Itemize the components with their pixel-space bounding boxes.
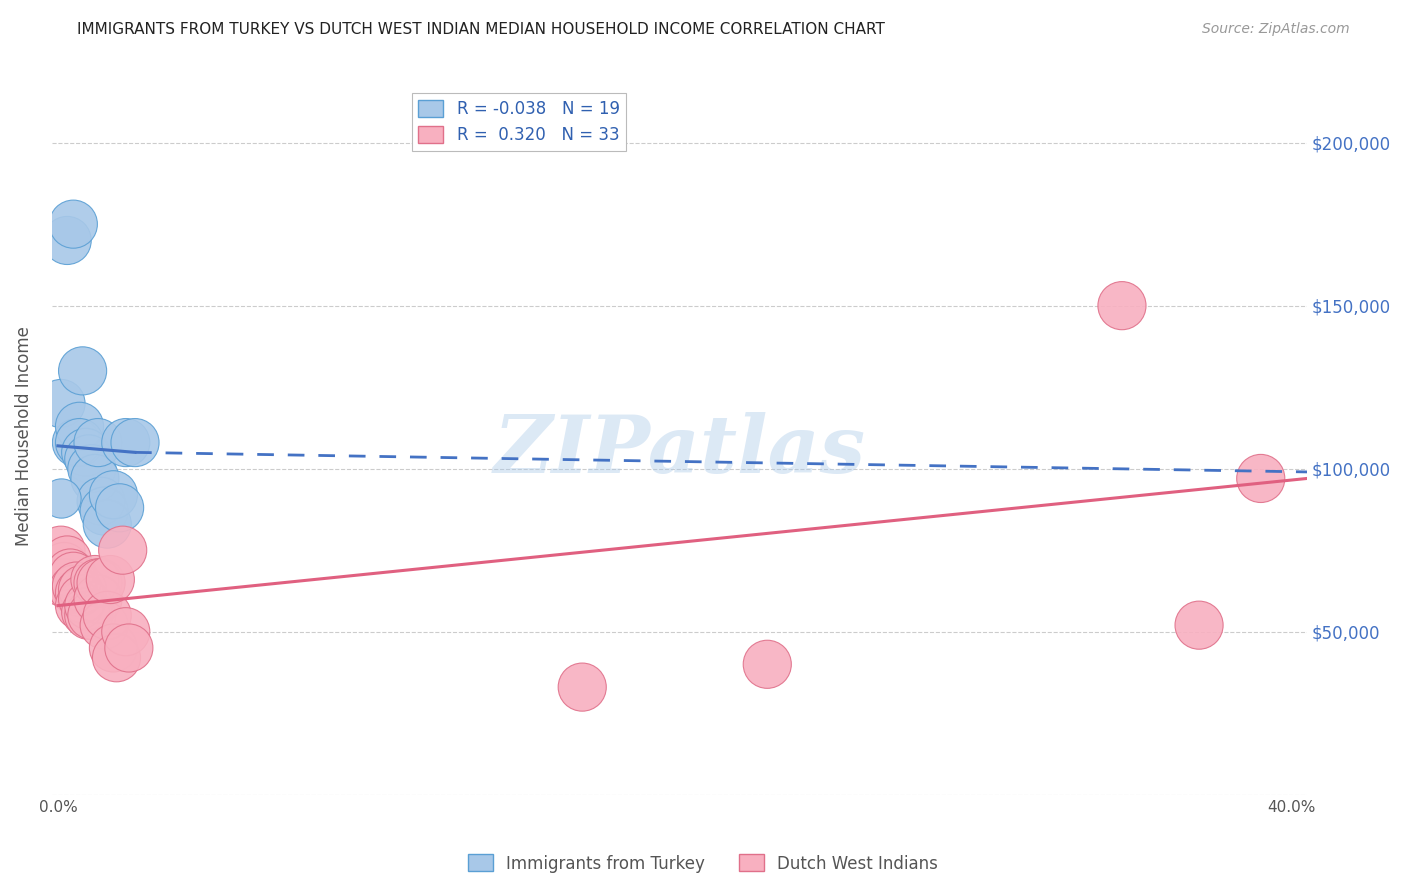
- Point: [124, 435, 146, 450]
- Text: IMMIGRANTS FROM TURKEY VS DUTCH WEST INDIAN MEDIAN HOUSEHOLD INCOME CORRELATION : IMMIGRANTS FROM TURKEY VS DUTCH WEST IND…: [77, 22, 886, 37]
- Point: [49, 491, 72, 505]
- Point: [80, 461, 103, 475]
- Point: [1111, 299, 1133, 313]
- Point: [93, 618, 115, 632]
- Point: [87, 575, 110, 590]
- Point: [108, 500, 131, 515]
- Legend: R = -0.038   N = 19, R =  0.320   N = 33: R = -0.038 N = 19, R = 0.320 N = 33: [412, 93, 626, 151]
- Point: [111, 543, 134, 558]
- Point: [69, 585, 91, 599]
- Point: [80, 608, 103, 623]
- Point: [1250, 471, 1272, 485]
- Point: [103, 640, 125, 655]
- Point: [84, 471, 107, 485]
- Point: [69, 599, 91, 613]
- Point: [90, 494, 112, 508]
- Point: [1188, 618, 1211, 632]
- Point: [96, 608, 118, 623]
- Point: [93, 504, 115, 518]
- Point: [53, 559, 76, 574]
- Point: [114, 435, 136, 450]
- Point: [96, 517, 118, 532]
- Point: [75, 605, 97, 619]
- Point: [72, 582, 94, 597]
- Point: [77, 451, 100, 466]
- Point: [69, 419, 91, 434]
- Point: [69, 435, 91, 450]
- Point: [87, 435, 110, 450]
- Point: [87, 592, 110, 607]
- Point: [56, 553, 79, 567]
- Point: [65, 579, 87, 593]
- Point: [72, 364, 94, 378]
- Point: [49, 396, 72, 410]
- Point: [103, 488, 125, 502]
- Point: [77, 608, 100, 623]
- Legend: Immigrants from Turkey, Dutch West Indians: Immigrants from Turkey, Dutch West India…: [461, 847, 945, 880]
- Point: [77, 599, 100, 613]
- Point: [756, 657, 779, 672]
- Point: [65, 435, 87, 450]
- Point: [72, 592, 94, 607]
- Point: [56, 234, 79, 248]
- Point: [571, 680, 593, 694]
- Point: [62, 569, 84, 583]
- Point: [114, 624, 136, 639]
- Point: [75, 445, 97, 459]
- Point: [84, 573, 107, 587]
- Point: [62, 582, 84, 597]
- Point: [49, 543, 72, 558]
- Point: [90, 575, 112, 590]
- Point: [53, 575, 76, 590]
- Point: [118, 640, 141, 655]
- Point: [98, 573, 121, 587]
- Text: Source: ZipAtlas.com: Source: ZipAtlas.com: [1202, 22, 1350, 37]
- Text: ZIPatlas: ZIPatlas: [494, 412, 866, 489]
- Point: [59, 566, 82, 580]
- Point: [62, 217, 84, 231]
- Point: [105, 650, 128, 665]
- Y-axis label: Median Household Income: Median Household Income: [15, 326, 32, 546]
